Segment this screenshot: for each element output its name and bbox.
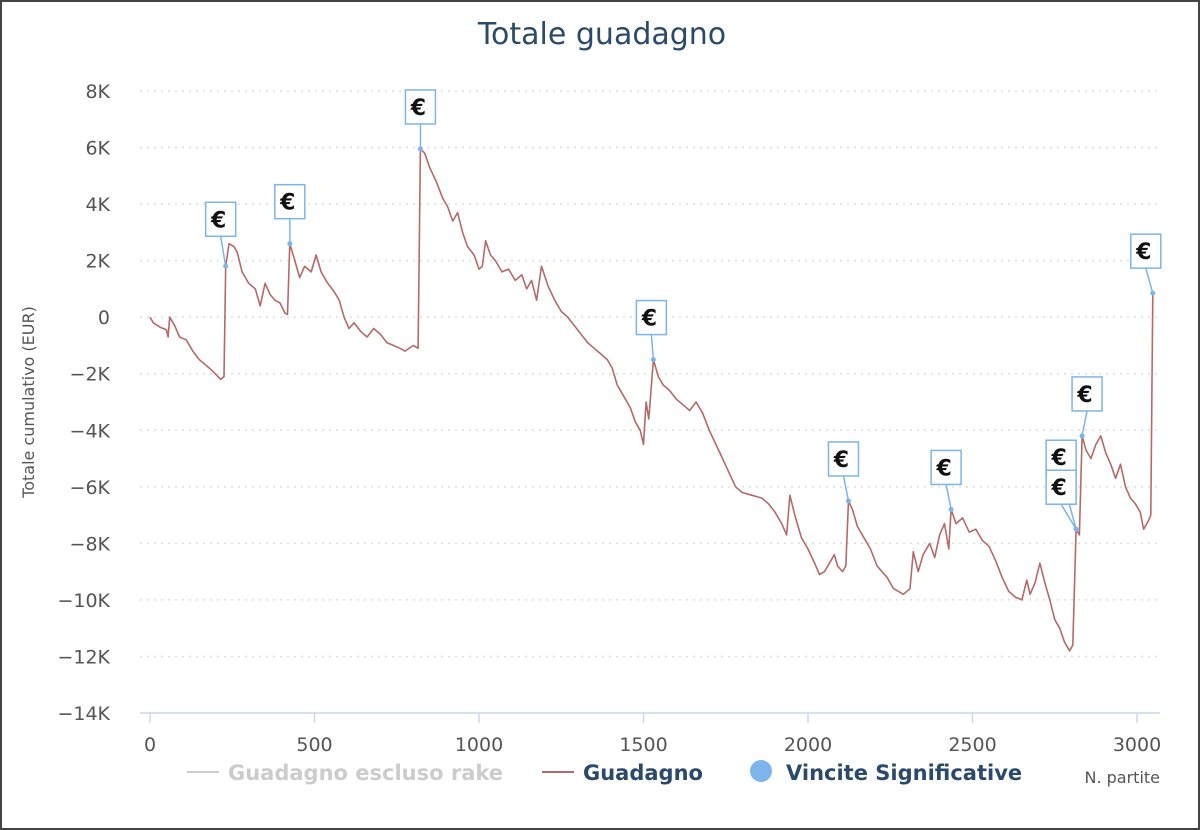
y-tick-label: −10K: [57, 590, 110, 612]
legend-label: Guadagno: [583, 761, 703, 785]
significant-win-flag[interactable]: €: [1071, 376, 1103, 439]
legend-label: Vincite Significative: [786, 761, 1022, 785]
y-tick-label: −8K: [70, 533, 111, 555]
significant-win-flag[interactable]: €: [1130, 233, 1162, 296]
flag-connector: [219, 236, 227, 267]
legend-item[interactable]: Guadagno escluso rake: [187, 761, 503, 785]
flag-point: [948, 506, 954, 512]
flag-point: [1079, 433, 1085, 439]
x-tick-label: 3000: [1113, 734, 1161, 756]
flag-box: [404, 89, 437, 125]
flag-euro-label: €: [410, 96, 426, 121]
y-tick-label: −12K: [57, 646, 110, 668]
flag-euro-label: €: [833, 448, 849, 473]
y-tick-label: 6K: [85, 138, 110, 160]
significant-win-flag[interactable]: €: [930, 449, 962, 512]
x-axis: 0 500 1000 1500 2000 2500 3000: [140, 712, 1161, 756]
y-axis-label: Totale cumulativo (EUR): [19, 306, 38, 499]
flag-point: [1073, 526, 1079, 532]
flags-layer: € € € € € € € € € €: [204, 89, 1162, 532]
legend-dot-symbol: [750, 760, 772, 782]
flag-euro-label: €: [935, 456, 951, 481]
flag-connector: [842, 475, 850, 502]
significant-win-flag[interactable]: €: [635, 299, 668, 363]
flag-point: [417, 146, 423, 152]
significant-win-flag[interactable]: €: [827, 441, 860, 504]
flag-connector: [1145, 267, 1154, 294]
legend-item[interactable]: Guadagno: [542, 761, 703, 785]
y-tick-label: 4K: [85, 194, 110, 216]
significant-win-flag[interactable]: €: [274, 183, 306, 247]
y-tick-label: −14K: [57, 703, 110, 725]
x-tick-label: 500: [296, 734, 332, 756]
significant-win-flag[interactable]: €: [1045, 469, 1079, 532]
x-axis-label: N. partite: [1084, 768, 1160, 787]
x-tick-label: 1000: [455, 734, 503, 756]
series-line-guadagno[interactable]: [149, 148, 1154, 652]
flag-box: [204, 201, 237, 238]
y-tick-label: −6K: [70, 477, 111, 499]
x-tick-label: 2500: [948, 734, 996, 756]
flag-euro-label: €: [1076, 383, 1092, 408]
flag-point: [223, 263, 229, 269]
y-tick-label: 2K: [85, 251, 110, 273]
significant-win-flag[interactable]: €: [404, 89, 437, 152]
flag-euro-label: €: [641, 307, 657, 332]
flag-box: [1045, 469, 1077, 505]
x-tick-label: 1500: [619, 734, 667, 756]
flag-connector: [1060, 503, 1077, 530]
flag-box: [827, 441, 860, 477]
flag-connector: [945, 484, 952, 510]
grid-lines: [140, 90, 1160, 658]
flag-euro-label: €: [1050, 446, 1066, 471]
y-tick-label: −2K: [70, 364, 111, 386]
flag-euro-label: €: [279, 191, 295, 216]
legend: Guadagno escluso rake Guadagno Vincite Sig…: [187, 760, 1022, 785]
y-axis-ticks: 8K 6K 4K 2K 0 −2K −4K −6K −8K −10K −12K −14K: [57, 81, 110, 725]
x-tick-label: 2000: [784, 734, 832, 756]
flag-connector: [650, 334, 655, 360]
flag-box: [1071, 376, 1103, 412]
legend-item[interactable]: Vincite Significative: [750, 760, 1022, 785]
series-layer: [149, 148, 1154, 652]
x-tick-label: 0: [144, 734, 156, 756]
flag-box: [930, 449, 962, 486]
y-tick-label: 8K: [85, 81, 110, 103]
significant-win-flag[interactable]: €: [204, 201, 237, 269]
flag-point: [287, 241, 293, 247]
flag-euro-label: €: [1135, 240, 1151, 265]
flag-point: [650, 357, 656, 363]
flag-point: [1150, 290, 1156, 296]
flag-euro-label: €: [1050, 476, 1066, 501]
y-tick-label: 0: [98, 307, 110, 329]
flag-point: [845, 498, 851, 504]
flag-box: [1130, 233, 1162, 269]
y-tick-label: −4K: [70, 420, 111, 442]
flag-euro-label: €: [210, 208, 226, 233]
flag-box: [274, 183, 306, 220]
chart-title: Totale guadagno: [477, 17, 726, 52]
flag-box: [635, 299, 668, 336]
flag-connector: [1081, 410, 1088, 437]
legend-label: Guadagno escluso rake: [228, 761, 503, 785]
